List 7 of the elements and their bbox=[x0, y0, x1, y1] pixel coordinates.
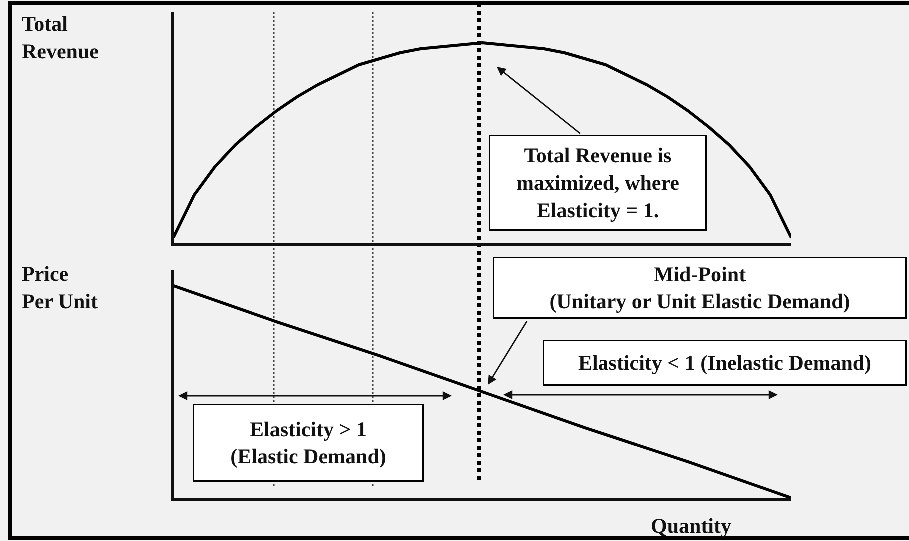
x-axis-title: Quantity bbox=[651, 514, 732, 538]
annotation: Mid-Point (Unitary or Unit Elastic Demand) bbox=[550, 262, 850, 314]
annotation: Total Revenue is maximized, where Elasticity = 1. bbox=[516, 144, 680, 222]
y-axis-title: Total Revenue bbox=[22, 12, 99, 64]
annotation: Elasticity < 1 (Inelastic Demand) bbox=[578, 351, 872, 375]
y-axis-title: Price Per Unit bbox=[22, 262, 98, 314]
annotation: Elasticity > 1 (Elastic Demand) bbox=[230, 417, 386, 469]
